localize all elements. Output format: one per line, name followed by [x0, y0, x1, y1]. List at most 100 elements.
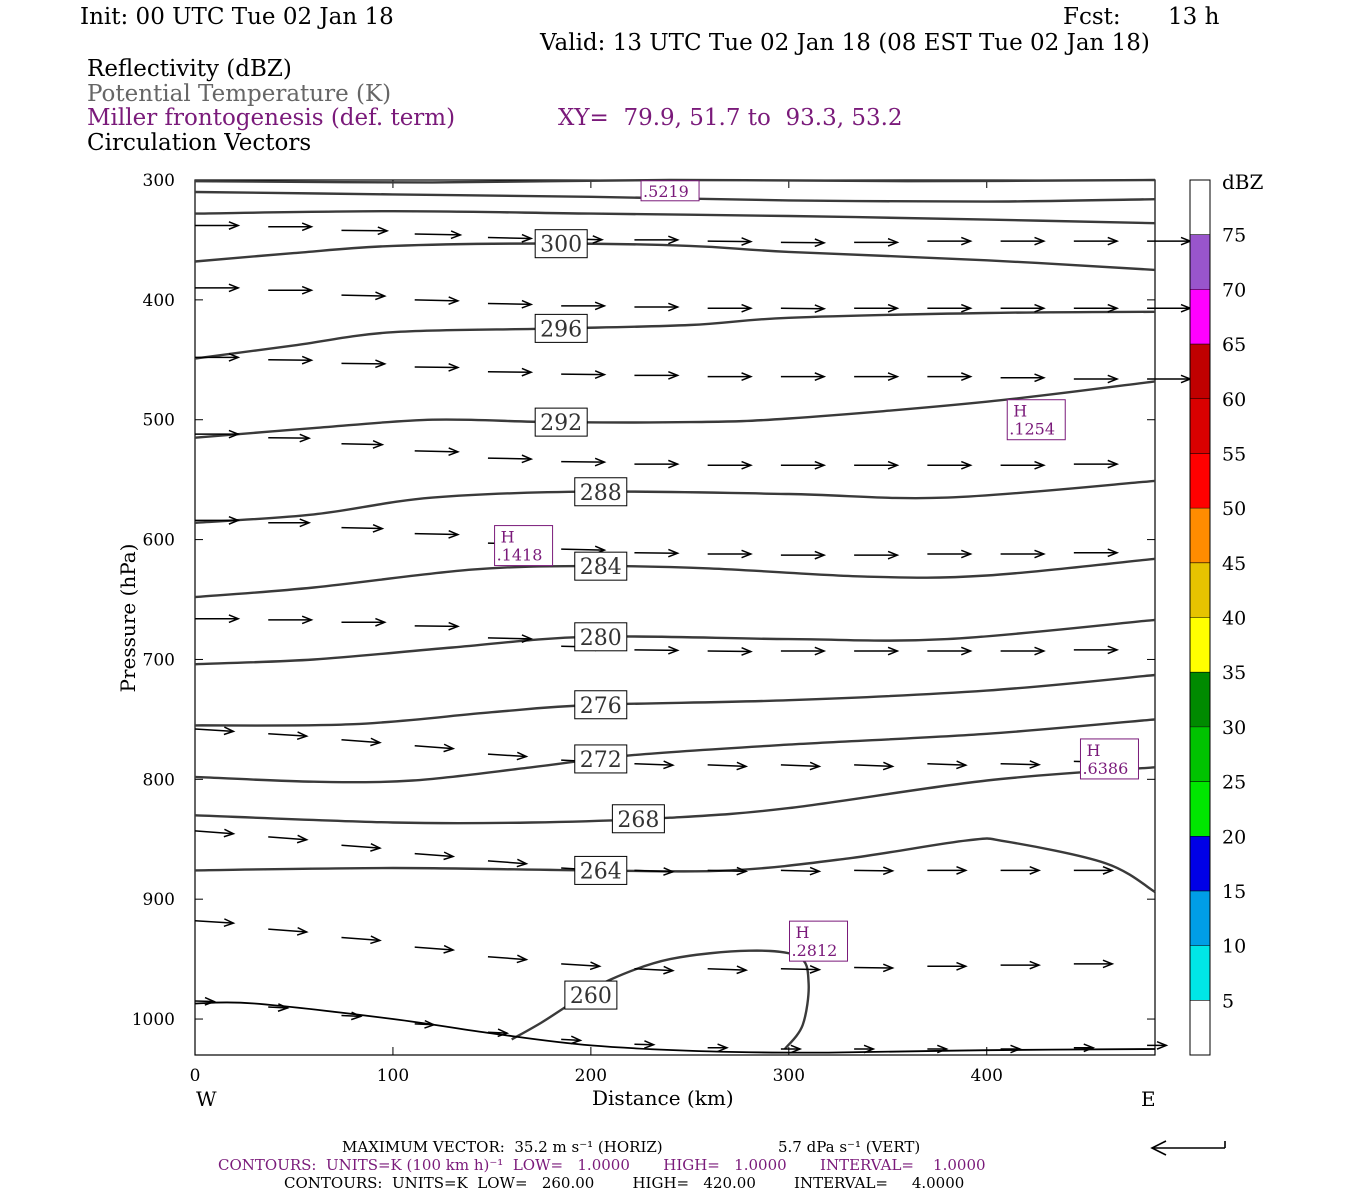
- field-theta: Potential Temperature (K): [87, 81, 392, 107]
- circulation-vector: [487, 751, 529, 761]
- circulation-vector: [561, 457, 607, 467]
- circulation-vector: [1073, 303, 1120, 313]
- circulation-vector: [780, 866, 822, 876]
- circulation-vector: [268, 355, 314, 365]
- circulation-vector: [268, 518, 312, 528]
- contour-label: 284: [580, 555, 622, 580]
- circulation-vector: [561, 301, 607, 311]
- circulation-vector: [341, 935, 382, 945]
- circulation-vector: [341, 1011, 363, 1021]
- circulation-vector: [1000, 866, 1042, 875]
- y-tick-label: 300: [143, 171, 175, 191]
- colorbar-segment: [1190, 289, 1210, 345]
- circulation-vector: [1147, 236, 1193, 246]
- frontogenesis-max-marker: H: [1086, 741, 1100, 760]
- frontogenesis-max-value: .1254: [1009, 420, 1055, 439]
- circulation-vector: [195, 516, 241, 525]
- frontogenesis-max-box: [789, 920, 849, 962]
- circulation-vector: [561, 370, 607, 379]
- circulation-vector: [487, 299, 534, 309]
- circulation-vector: [268, 834, 309, 844]
- circulation-vector: [707, 1043, 729, 1053]
- colorbar-tick-label: 65: [1222, 334, 1246, 356]
- circulation-vector: [341, 226, 390, 236]
- contour-label: 300: [540, 233, 582, 258]
- contour-label-box: [574, 622, 628, 652]
- circulation-vector: [927, 303, 973, 313]
- circulation-vector: [414, 230, 463, 240]
- colorbar-tick-label: 10: [1222, 936, 1246, 958]
- circulation-vector: [854, 372, 900, 381]
- circulation-vector: [194, 828, 236, 838]
- x-tick-label: 200: [575, 1066, 607, 1086]
- circulation-vector: [707, 372, 753, 381]
- circulation-vector: [1000, 236, 1046, 246]
- colorbar-tick-label: 5: [1222, 990, 1234, 1012]
- colorbar-tick-label: 55: [1222, 443, 1246, 465]
- colorbar-unit-label: dBZ: [1222, 170, 1264, 194]
- valid-time: Valid: 13 UTC Tue 02 Jan 18 (08 EST Tue …: [540, 30, 1150, 56]
- circulation-vector: [707, 549, 753, 559]
- field-reflectivity: Reflectivity (dBZ): [87, 56, 292, 82]
- circulation-vector: [927, 760, 968, 770]
- forecast-hour: 13 h: [1168, 4, 1220, 30]
- contour-label: 268: [617, 808, 659, 833]
- y-tick-label: 900: [143, 890, 175, 910]
- circulation-vector: [927, 460, 973, 470]
- frontogenesis-max-box: [1006, 399, 1066, 441]
- circulation-vector: [1073, 236, 1120, 246]
- circulation-vector: [1000, 373, 1046, 383]
- circulation-vector: [414, 1019, 436, 1029]
- circulation-vector: [195, 614, 241, 624]
- circulation-vector: [780, 761, 822, 771]
- contour-label: 264: [580, 859, 622, 884]
- circulation-vector: [927, 236, 973, 246]
- colorbar-segment: [1190, 726, 1210, 782]
- theta-contour: [511, 949, 810, 1050]
- circulation-vector: [268, 731, 309, 741]
- colorbar-tick-label: 40: [1222, 608, 1246, 630]
- y-tick-label: 800: [143, 770, 175, 790]
- circulation-vector: [487, 1028, 510, 1038]
- circulation-vector: [634, 867, 675, 876]
- circulation-vector: [268, 615, 314, 625]
- circulation-vector: [927, 961, 968, 971]
- frontogenesis-max-box: [1079, 738, 1139, 780]
- theta-contour: [194, 618, 1156, 666]
- colorbar-tick-label: 20: [1222, 826, 1246, 848]
- theta-contour: [194, 837, 1156, 894]
- field-vectors: Circulation Vectors: [87, 130, 312, 156]
- colorbar-tick-label: 45: [1222, 553, 1246, 575]
- circulation-vector: [195, 429, 241, 439]
- circulation-vector: [414, 296, 460, 306]
- contour-label-box: [574, 690, 628, 720]
- circulation-vector: [268, 926, 309, 936]
- contour-label: 260: [570, 984, 612, 1009]
- contour-label: 280: [580, 626, 622, 651]
- circulation-vector: [707, 866, 749, 876]
- circulation-vector: [634, 235, 680, 245]
- contour-label: 288: [580, 481, 622, 506]
- init-time: Init: 00 UTC Tue 02 Jan 18: [80, 4, 394, 30]
- colorbar-segment: [1190, 453, 1210, 509]
- theta-contour: [194, 310, 1156, 360]
- theta-contour: [194, 242, 1156, 272]
- circulation-vector: [341, 523, 385, 533]
- theta-contour: [194, 479, 1156, 524]
- circulation-vector: [487, 367, 534, 377]
- circulation-vector: [634, 302, 680, 312]
- circulation-vector: [1000, 303, 1046, 313]
- frontogenesis-max-box: [640, 180, 700, 202]
- circulation-vector: [854, 866, 895, 876]
- circulation-vector: [487, 454, 534, 464]
- circulation-vector: [194, 918, 236, 927]
- x-tick-label: 400: [971, 1066, 1003, 1086]
- circulation-vector: [268, 433, 312, 443]
- contour-label-box: [534, 407, 588, 437]
- circulation-vector: [780, 460, 827, 470]
- colorbar-segment: [1190, 672, 1210, 727]
- circulation-vector: [854, 303, 900, 313]
- frontogenesis-max-value: .6386: [1082, 759, 1128, 778]
- circulation-vector: [854, 460, 900, 470]
- y-tick-label: 400: [143, 291, 175, 311]
